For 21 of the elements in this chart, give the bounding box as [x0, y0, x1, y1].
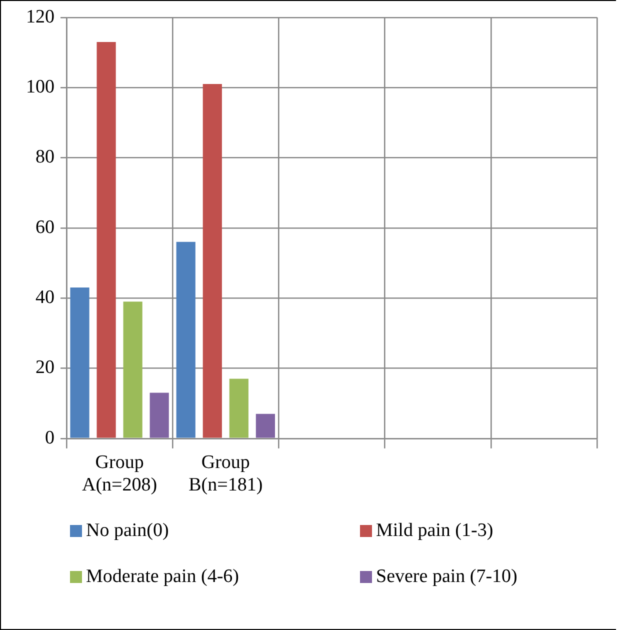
y-tick-label: 120	[26, 6, 54, 28]
bar	[123, 302, 142, 438]
x-tick-label: Group B(n=181)	[188, 452, 263, 496]
bar	[70, 288, 90, 438]
y-tick-label: 60	[36, 216, 54, 238]
x-tick-label: Group A(n=208)	[82, 452, 158, 496]
y-tick-label: 100	[26, 76, 54, 98]
y-tick-label: 20	[36, 357, 54, 378]
legend-label: Mild pain (1-3)	[376, 520, 494, 542]
bar	[256, 414, 275, 438]
legend-label: No pain(0)	[86, 520, 169, 542]
y-tick-label: 0	[45, 427, 54, 448]
bar	[202, 84, 222, 438]
bar	[229, 378, 248, 438]
legend-label: Severe pain (7-10)	[376, 566, 518, 588]
y-tick-label: 40	[36, 287, 54, 308]
bar	[96, 42, 116, 438]
legend-label: Moderate pain (4-6)	[86, 566, 239, 588]
y-tick-label: 80	[36, 146, 54, 168]
bar	[150, 392, 169, 438]
bar	[176, 242, 196, 438]
